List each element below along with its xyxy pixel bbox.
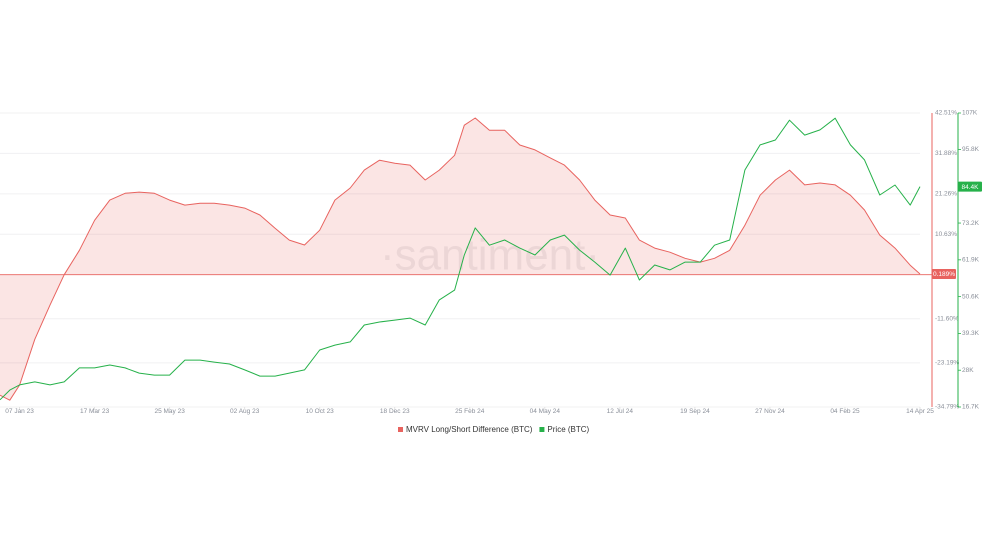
value-badge bbox=[958, 181, 982, 192]
y2-tick-label: 16.7K bbox=[962, 404, 980, 411]
value-label: 84.4K bbox=[962, 184, 980, 191]
legend-label: Price (BTC) bbox=[547, 425, 589, 434]
y-tick-label: -23.19% bbox=[935, 360, 959, 367]
x-tick-label: 25 May 23 bbox=[154, 408, 185, 415]
y2-tick-label: 28K bbox=[962, 367, 974, 374]
y-tick-label: -11.60% bbox=[935, 316, 959, 323]
y2-tick-label: 95.8K bbox=[962, 146, 980, 153]
x-tick-label: 17 Mar 23 bbox=[80, 408, 110, 415]
y-tick-label: 21.26% bbox=[935, 191, 957, 198]
x-tick-label: 14 Apr 25 bbox=[906, 408, 934, 415]
legend-swatch bbox=[539, 427, 545, 432]
legend-swatch bbox=[398, 427, 403, 432]
value-badge bbox=[932, 268, 956, 279]
y-tick-label: 10.63% bbox=[935, 231, 957, 238]
x-tick-label: 12 Jul 24 bbox=[607, 408, 634, 415]
x-tick-label: 18 Dec 23 bbox=[380, 408, 410, 415]
x-tick-label: 04 Feb 25 bbox=[830, 408, 860, 415]
x-tick-label: 02 Aug 23 bbox=[230, 408, 260, 415]
x-tick-label: 10 Oct 23 bbox=[306, 408, 335, 415]
x-tick-label: 04 May 24 bbox=[530, 408, 561, 415]
y2-tick-label: 50.6K bbox=[962, 293, 980, 300]
legend: MVRV Long/Short Difference (BTC) Price (B… bbox=[398, 425, 590, 434]
line bbox=[0, 117, 921, 401]
area bbox=[0, 117, 920, 401]
y2-tick-label: 107K bbox=[962, 110, 978, 117]
y2-tick-label: 61.9K bbox=[962, 257, 980, 264]
legend-label: MVRV Long/Short Difference (BTC) bbox=[406, 425, 533, 434]
x-tick-label: 27 Nov 24 bbox=[755, 408, 785, 415]
y2-tick-label: 73.2K bbox=[962, 220, 980, 227]
y-tick-label: 42.51% bbox=[935, 110, 957, 117]
x-tick-label: 19 Sep 24 bbox=[680, 408, 710, 415]
value-label: 0.189% bbox=[933, 271, 955, 278]
y2-tick-label: 39.3K bbox=[962, 330, 980, 337]
x-tick-label: 07 Jan 23 bbox=[5, 408, 34, 415]
x-tick-label: 25 Feb 24 bbox=[455, 408, 485, 415]
line bbox=[0, 117, 921, 401]
watermark: ·santiment· bbox=[380, 231, 600, 280]
y-tick-label: 31.88% bbox=[935, 150, 957, 157]
y-tick-label: -34.79% bbox=[935, 404, 959, 411]
